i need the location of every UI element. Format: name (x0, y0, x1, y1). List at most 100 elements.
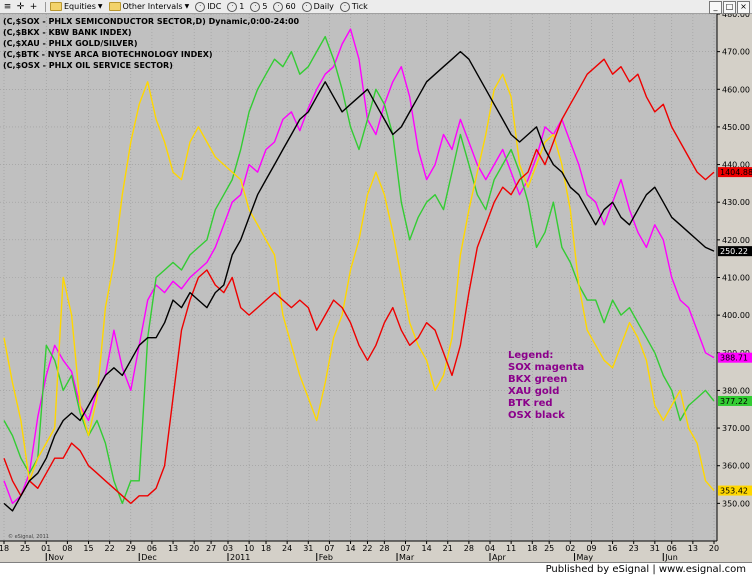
x-tick-label: 18 (0, 544, 9, 553)
idc-interval-label: IDC (207, 2, 222, 11)
x-tick-label: 25 (20, 544, 30, 553)
multi-index-line-chart[interactable]: 350.00360.00370.00380.00390.00400.00410.… (0, 14, 752, 562)
interval-daily-label: Daily (313, 2, 334, 11)
last-value-label-btk: 1404.88 (720, 168, 752, 177)
month-label: Feb (319, 553, 333, 562)
idc-interval-button[interactable]: · IDC (195, 1, 222, 12)
clock-icon: · (227, 1, 238, 12)
legend: Legend: SOX magenta BKX green XAU gold B… (508, 350, 584, 421)
y-tick-label: 410.00 (722, 274, 750, 283)
y-axis-ticks: 350.00360.00370.00380.00390.00400.00410.… (716, 14, 750, 541)
last-value-tag-bkx (718, 395, 752, 406)
y-tick-label: 380.00 (722, 386, 750, 395)
interval-tick-button[interactable]: · Tick (339, 1, 368, 12)
month-label: May (577, 553, 594, 562)
other-intervals-dropdown-label: Other Intervals (122, 2, 183, 11)
series-line-btk (3, 58, 715, 505)
x-tick-label: 11 (506, 544, 516, 553)
x-tick-label: 10 (244, 544, 254, 553)
x-tick-label: 25 (544, 544, 554, 553)
equities-dropdown[interactable]: Equities ▼ (50, 2, 103, 11)
chart-title-line-3: (C,$XAU - PHLX GOLD/SILVER) (3, 39, 137, 48)
x-axis-strip (0, 541, 752, 562)
legend-entry-sox: SOX magenta (508, 362, 584, 373)
legend-entry-osx: OSX black (508, 410, 565, 421)
x-tick-label: 13 (168, 544, 178, 553)
x-tick-label: 24 (282, 544, 292, 553)
clock-icon: · (250, 1, 261, 12)
maximize-icon[interactable]: □ (723, 1, 736, 14)
chevron-down-icon: ▼ (97, 3, 103, 10)
x-tick-label: 04 (485, 544, 495, 553)
interval-daily-button[interactable]: · Daily (301, 1, 334, 12)
x-tick-label: 23 (629, 544, 639, 553)
y-tick-label: 420.00 (722, 236, 750, 245)
footer-bar: Published by eSignal | www.esignal.com (0, 562, 752, 576)
x-tick-label: 20 (709, 544, 719, 553)
interval-5-button[interactable]: · 5 (250, 1, 268, 12)
y-tick-label: 450.00 (722, 123, 750, 132)
esignal-watermark: © eSignal, 2011 (8, 533, 49, 540)
last-value-label-bkx: 377.22 (720, 397, 748, 406)
x-tick-label: 15 (83, 544, 93, 553)
x-tick-label: 02 (565, 544, 575, 553)
clock-icon: · (301, 1, 312, 12)
clock-icon: · (195, 1, 206, 12)
y-tick-label: 350.00 (722, 499, 750, 508)
clock-icon: · (339, 1, 350, 12)
equities-dropdown-label: Equities (64, 2, 96, 11)
x-tick-label: 01 (41, 544, 51, 553)
series-layer (3, 28, 715, 512)
x-tick-label: 07 (324, 544, 334, 553)
x-tick-label: 06 (667, 544, 677, 553)
x-tick-label: 16 (607, 544, 617, 553)
x-tick-label: 31 (303, 544, 313, 553)
x-tick-label: 14 (345, 544, 355, 553)
crosshair-icon[interactable]: ✛ (16, 1, 25, 12)
month-labels: Nov Dec 2011 Feb Mar Apr May Jun (45, 553, 678, 562)
chart-title-line-1: (C,$SOX - PHLX SEMICONDUCTOR SECTOR,D) D… (3, 17, 300, 26)
x-tick-label: 28 (379, 544, 389, 553)
legend-entry-btk: BTK red (508, 398, 553, 409)
y-tick-label: 430.00 (722, 198, 750, 207)
x-axis-ticks: 18 25 01 08 15 22 29 06 13 20 27 03 10 18 24 31 07 14 22 28… (0, 540, 719, 553)
x-tick-label: 18 (261, 544, 271, 553)
month-label: Jun (664, 553, 678, 562)
legend-entry-bkx: BKX green (508, 374, 567, 385)
y-axis-strip (717, 14, 752, 562)
y-tick-label: 440.00 (722, 161, 750, 170)
grid-lines (0, 14, 717, 541)
month-label: Nov (48, 553, 64, 562)
x-tick-label: 03 (223, 544, 233, 553)
last-value-tags: 388.71 377.22 353.42 1404.88 250.22 (718, 167, 752, 496)
interval-5-label: 5 (262, 2, 268, 11)
interval-1-button[interactable]: · 1 (227, 1, 245, 12)
month-label: Mar (399, 553, 415, 562)
other-intervals-dropdown[interactable]: Other Intervals ▼ (108, 2, 190, 11)
last-value-tag-xau (718, 485, 752, 496)
last-value-tag-btk (718, 167, 752, 178)
minimize-icon[interactable]: _ (709, 1, 722, 14)
x-tick-label: 14 (422, 544, 432, 553)
x-tick-label: 08 (62, 544, 72, 553)
x-tick-label: 09 (586, 544, 596, 553)
chart-title-line-4: (C,$BTK - NYSE ARCA BIOTECHNOLOGY INDEX) (3, 50, 213, 59)
x-tick-label: 22 (105, 544, 115, 553)
last-value-label-sox: 388.71 (720, 354, 748, 363)
interval-60-button[interactable]: · 60 (273, 1, 296, 12)
interval-1-label: 1 (239, 2, 245, 11)
chart-title-block: (C,$SOX - PHLX SEMICONDUCTOR SECTOR,D) D… (3, 17, 300, 70)
last-value-label-xau: 353.42 (720, 487, 748, 496)
x-tick-label: 07 (400, 544, 410, 553)
chevron-down-icon: ▼ (184, 3, 190, 10)
y-tick-label: 400.00 (722, 311, 750, 320)
toolbar-separator (45, 1, 46, 12)
clock-icon: · (273, 1, 284, 12)
window-controls: _ □ × (708, 1, 750, 14)
last-value-label-osx: 250.22 (720, 247, 748, 256)
plus-icon[interactable]: + (29, 1, 38, 12)
y-tick-label: 370.00 (722, 424, 750, 433)
close-icon[interactable]: × (737, 1, 750, 14)
list-icon[interactable]: ≡ (3, 1, 12, 12)
y-tick-label: 360.00 (722, 462, 750, 471)
